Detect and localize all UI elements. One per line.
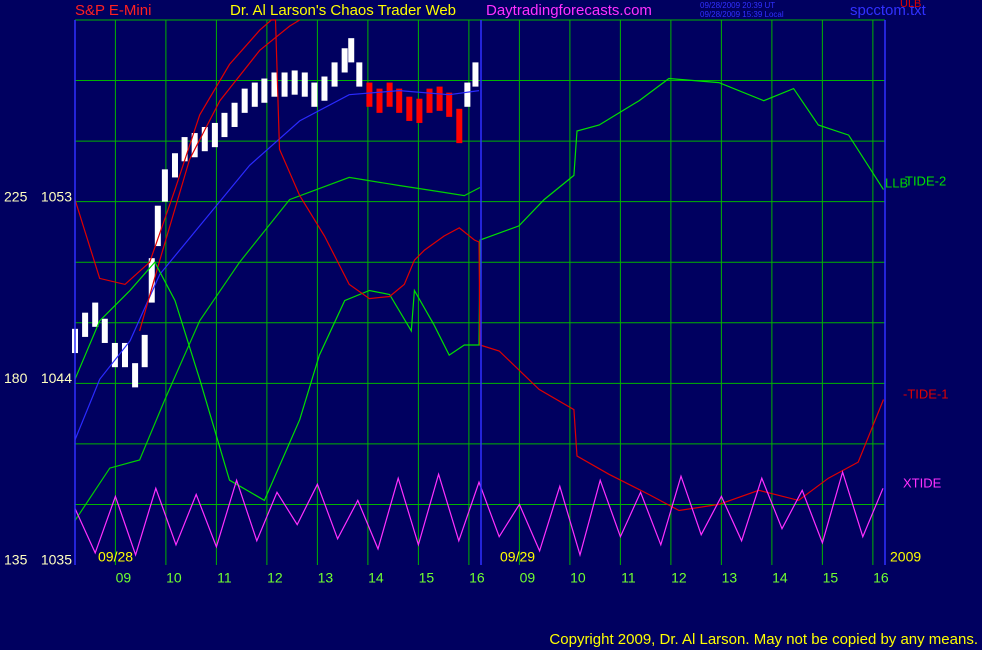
price-bar [231, 102, 238, 127]
x-tick-label: 10 [570, 570, 586, 586]
series-line [74, 176, 481, 521]
price-bar [436, 86, 443, 111]
price-bar [406, 96, 413, 121]
price-bar [376, 88, 383, 113]
price-bar [121, 342, 128, 368]
price-bar [82, 312, 89, 337]
price-bar [111, 342, 118, 368]
x-tick-label: 12 [671, 570, 687, 586]
price-bar [161, 169, 168, 202]
x-tick-label: 10 [166, 570, 182, 586]
series-line [74, 89, 480, 441]
x-tick-label: 15 [823, 570, 839, 586]
series-line [74, 77, 885, 502]
price-bar [191, 133, 198, 158]
price-bar [416, 98, 423, 123]
series-line [74, 19, 885, 512]
price-bar [154, 205, 161, 247]
price-bar [311, 82, 318, 107]
chart-title: Dr. Al Larson's Chaos Trader Web [230, 2, 456, 19]
price-bar [321, 76, 328, 101]
price-bar [132, 363, 139, 388]
x-tick-label: 16 [873, 570, 889, 586]
price-bar [241, 88, 248, 113]
series-label: XTIDE [903, 475, 942, 490]
price-bar [92, 302, 99, 327]
price-bar [446, 92, 453, 117]
series-line [74, 470, 884, 558]
x-tick-label: 09 [520, 570, 536, 586]
x-tick-label: 15 [419, 570, 435, 586]
series-label: -TIDE-1 [903, 386, 949, 401]
x-tick-label: 14 [772, 570, 788, 586]
x-tick-label: 09 [116, 570, 132, 586]
price-bar [211, 122, 218, 148]
price-bar [181, 137, 188, 162]
price-bar [171, 153, 178, 178]
price-bar [472, 62, 479, 87]
price-bar [141, 334, 148, 368]
price-bar [456, 108, 463, 144]
y-tick-label: 1053 [41, 188, 72, 204]
timestamp: 09/28/2009 15:39 Local [700, 10, 784, 19]
x-tick-label: 11 [621, 570, 636, 586]
x-tick-label: 13 [318, 570, 334, 586]
x-tick-label: 12 [267, 570, 283, 586]
y2-tick-label: 225 [4, 188, 28, 204]
date-label: 09/28 [98, 549, 133, 565]
price-bar [356, 62, 363, 87]
price-bar [148, 258, 155, 303]
price-bar [101, 318, 108, 343]
price-bar [341, 48, 348, 73]
price-bar [271, 72, 278, 97]
price-bar [201, 126, 208, 152]
price-bar [366, 82, 373, 107]
file-name: spcctom.txt [850, 2, 927, 19]
site: Daytradingforecasts.com [486, 2, 652, 19]
grid [75, 19, 885, 565]
x-tick-label: 16 [469, 570, 485, 586]
x-tick-label: 13 [722, 570, 738, 586]
price-bar [251, 82, 258, 107]
price-bar [396, 88, 403, 113]
price-bar [221, 112, 228, 138]
timestamp: 09/28/2009 20:39 UT [700, 1, 775, 10]
y-tick-label: 1035 [41, 552, 72, 568]
y2-tick-label: 180 [4, 370, 28, 386]
series-label: LLB [885, 175, 908, 190]
x-tick-label: 14 [368, 570, 384, 586]
marks [72, 19, 885, 558]
price-bar [301, 72, 308, 97]
date-label: 09/29 [500, 549, 535, 565]
series-label: ULB [900, 0, 921, 10]
price-bar [291, 70, 298, 95]
series-label: TIDE-2 [905, 173, 946, 188]
symbol: S&P E-Mini [75, 2, 151, 19]
date-label: 2009 [890, 549, 921, 565]
copyright: Copyright 2009, Dr. Al Larson. May not b… [549, 631, 978, 648]
x-tick-label: 11 [217, 570, 232, 586]
price-bar [281, 72, 288, 97]
price-bar [386, 82, 393, 107]
price-bar [426, 88, 433, 113]
price-bar [261, 78, 268, 103]
y2-tick-label: 135 [4, 552, 28, 568]
price-bar [464, 82, 471, 107]
price-bar [348, 38, 355, 63]
price-bar [331, 62, 338, 87]
y-tick-label: 1044 [41, 370, 72, 386]
series-line [139, 19, 301, 332]
